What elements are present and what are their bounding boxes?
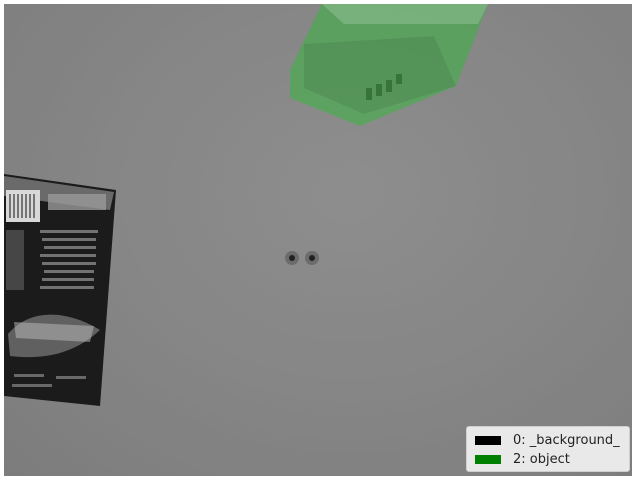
legend-swatch-background: [475, 436, 501, 445]
legend-label-background: 0: _background_: [513, 433, 620, 448]
legend-label-object: 2: object: [513, 452, 570, 467]
legend-swatch-object: [475, 455, 501, 464]
scene-graphics: [4, 4, 632, 476]
legend-entry-background: 0: _background_: [475, 431, 621, 450]
legend-entry-object: 2: object: [475, 450, 621, 469]
snack-package: [4, 174, 116, 406]
segmented-object: [290, 4, 488, 126]
screws: [285, 251, 319, 265]
camera-image: [4, 4, 632, 476]
legend-box: 0: _background_ 2: object: [466, 426, 630, 472]
